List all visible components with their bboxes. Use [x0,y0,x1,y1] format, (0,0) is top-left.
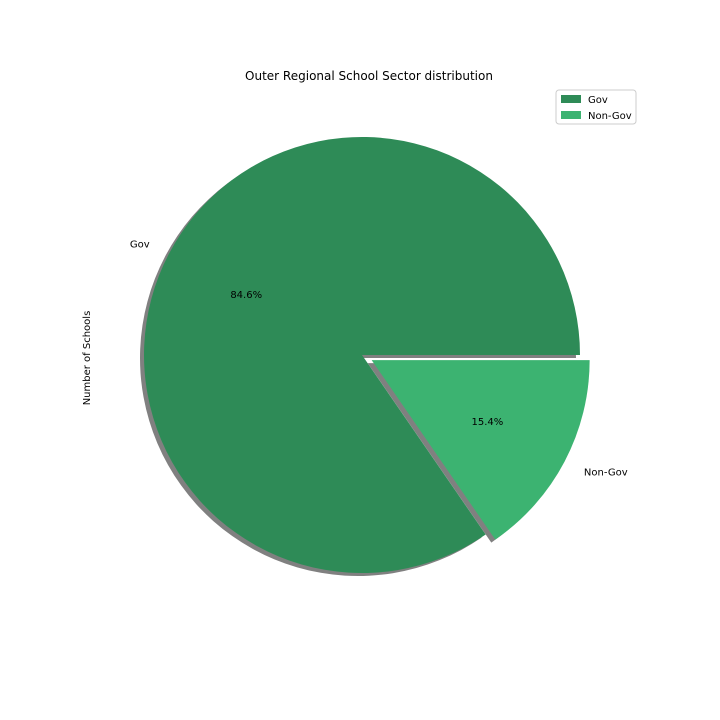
chart-title: Outer Regional School Sector distributio… [245,69,493,83]
pie-slice-gov [143,136,581,573]
legend-label-gov: Gov [588,95,608,106]
legend: Gov Non-Gov [555,89,637,125]
category-label-non-gov: Non-Gov [584,468,628,479]
legend-label-non-gov: Non-Gov [588,111,632,122]
category-label-gov: Gov [130,239,150,250]
y-axis-label: Number of Schools [82,311,93,406]
percent-label-gov: 84.6% [230,290,262,301]
legend-swatch-gov [561,95,581,103]
pie-slice-non-gov [371,360,590,540]
percent-label-non-gov: 15.4% [472,417,504,428]
pie-layer: 84.6% Gov 15.4% Non-Gov [130,136,628,576]
legend-swatch-non-gov [561,111,581,119]
